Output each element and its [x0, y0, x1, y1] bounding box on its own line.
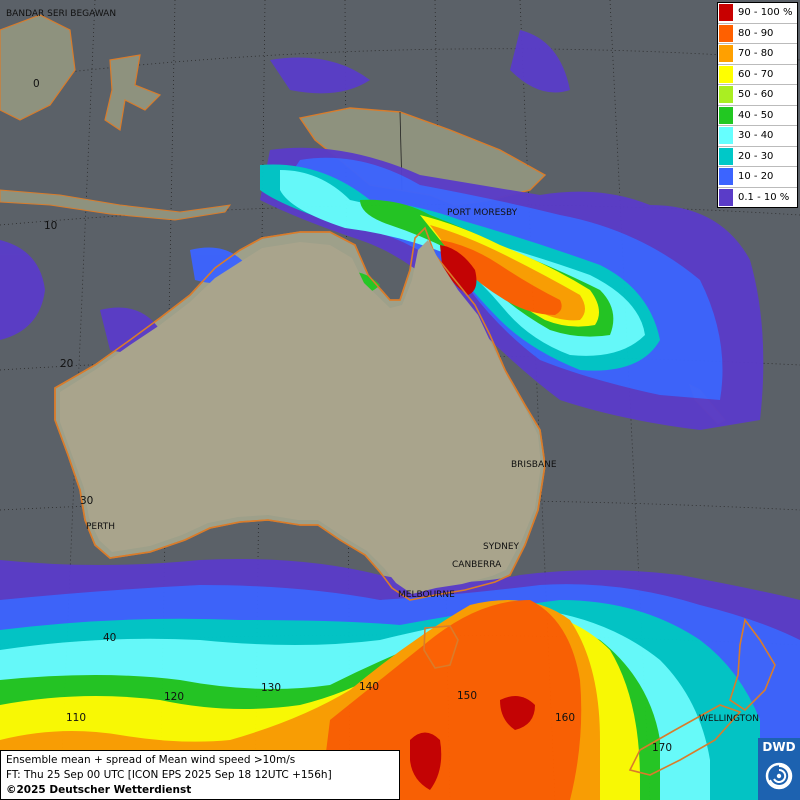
- forecast-info-box: Ensemble mean + spread of Mean wind spee…: [0, 750, 400, 800]
- legend-label: 60 - 70: [738, 68, 774, 80]
- dwd-swirl-icon: [765, 762, 793, 790]
- legend-label: 20 - 30: [738, 150, 774, 162]
- legend-label: 90 - 100 %: [738, 7, 793, 19]
- grid-label-lat-40: 40: [103, 632, 117, 644]
- grid-label-lat-10: 10: [44, 220, 58, 232]
- sulawesi-land: [104, 54, 162, 132]
- legend-swatch: [719, 127, 733, 145]
- legend-row: 60 - 70: [718, 65, 797, 85]
- dwd-logo-text: DWD: [762, 740, 796, 754]
- legend-label: 70 - 80: [738, 48, 774, 60]
- legend-swatch: [719, 24, 733, 42]
- city-bandar-seri-begawan: BANDAR SERI BEGAWAN: [6, 9, 117, 19]
- legend-swatch: [719, 106, 733, 124]
- grid-label-lat-30: 30: [80, 495, 94, 507]
- legend-row: 90 - 100 %: [718, 3, 797, 24]
- copyright-credit: ©2025 Deutscher Wetterdienst: [6, 784, 192, 796]
- legend-swatch: [719, 4, 733, 22]
- forecast-time: FT: Thu 25 Sep 00 UTC [ICON EPS 2025 Sep…: [6, 769, 332, 781]
- grid-label-lon-130: 130: [261, 682, 282, 694]
- coastlines: [54, 226, 776, 776]
- legend-swatch: [719, 147, 733, 165]
- legend-swatch: [719, 168, 733, 186]
- legend-label: 50 - 60: [738, 89, 774, 101]
- legend-row: 0.1 - 10 %: [718, 188, 797, 208]
- lesser-sunda-islands: [0, 189, 232, 221]
- grid-label-lon-170: 170: [652, 742, 673, 754]
- legend-label: 30 - 40: [738, 130, 774, 142]
- legend-row: 80 - 90: [718, 24, 797, 44]
- product-description: Ensemble mean + spread of Mean wind spee…: [6, 754, 296, 766]
- grid-label-lon-120: 120: [164, 691, 185, 703]
- australia-land-top: [60, 240, 541, 594]
- city-port-moresby: PORT MORESBY: [447, 208, 518, 218]
- legend-row: 70 - 80: [718, 44, 797, 65]
- grid-label-lon-160: 160: [555, 712, 576, 724]
- city-brisbane: BRISBANE: [511, 460, 557, 470]
- city-canberra: CANBERRA: [452, 560, 502, 570]
- legend-row: 50 - 60: [718, 85, 797, 106]
- legend-label: 10 - 20: [738, 171, 774, 183]
- legend-row: 20 - 30: [718, 147, 797, 167]
- city-perth: PERTH: [86, 522, 115, 532]
- legend-row: 10 - 20: [718, 167, 797, 188]
- legend-row: 30 - 40: [718, 126, 797, 147]
- legend-swatch: [719, 65, 733, 83]
- legend-swatch: [719, 188, 733, 206]
- legend-swatch: [719, 45, 733, 63]
- city-melbourne: MELBOURNE: [398, 590, 455, 600]
- grid-label-lon-140: 140: [359, 681, 380, 693]
- grid-label-lon-150: 150: [457, 690, 478, 702]
- borneo-land: [0, 14, 76, 121]
- grid-label-lat-20: 20: [60, 358, 74, 370]
- dwd-logo: DWD: [758, 738, 800, 800]
- legend-label: 0.1 - 10 %: [738, 191, 790, 203]
- legend-label: 40 - 50: [738, 109, 774, 121]
- grid-label-lat-0: 0: [33, 78, 40, 90]
- legend-row: 40 - 50: [718, 106, 797, 126]
- probability-legend: 90 - 100 % 80 - 90 70 - 80 60 - 70 50 - …: [717, 2, 798, 208]
- grid-label-lon-110: 110: [66, 712, 87, 724]
- city-wellington: WELLINGTON: [699, 714, 759, 724]
- legend-swatch: [719, 86, 733, 104]
- legend-label: 80 - 90: [738, 27, 774, 39]
- city-sydney: SYDNEY: [483, 542, 520, 552]
